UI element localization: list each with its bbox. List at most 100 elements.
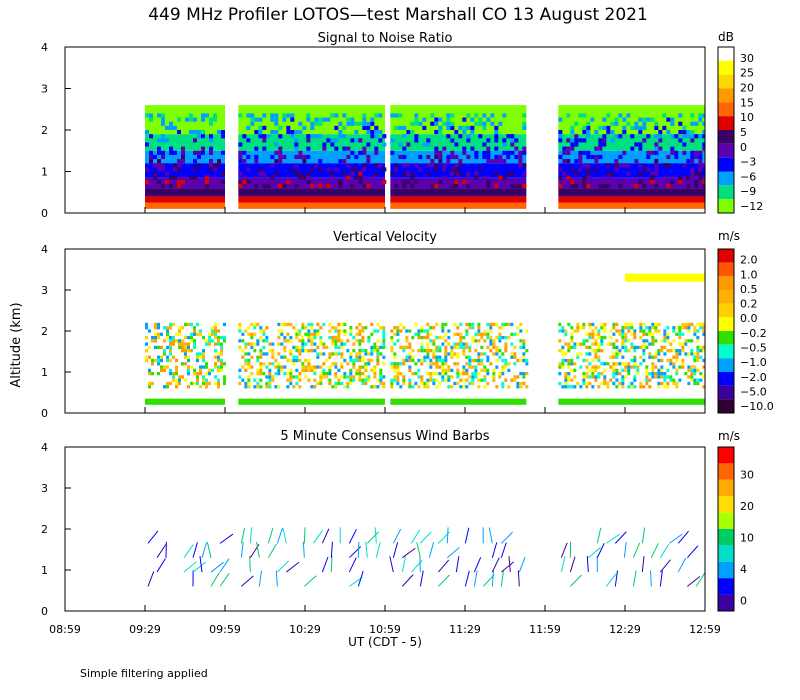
vv-cell [175, 368, 178, 372]
snr-cell [274, 171, 279, 176]
vv-cell [615, 322, 619, 327]
snr-cell [682, 163, 687, 168]
vv-cell [316, 329, 320, 333]
snr-cell [558, 183, 563, 189]
vv-cell [693, 326, 697, 330]
snr-cell [558, 130, 563, 135]
snr-cell [362, 125, 367, 130]
vv-cell [420, 378, 424, 382]
vv-cell [402, 362, 406, 366]
snr-cell [221, 150, 225, 155]
snr-cell [618, 154, 623, 160]
vv-cell [483, 339, 487, 343]
vv-cell [480, 378, 484, 382]
vv-cell [169, 352, 172, 356]
vv-cell [250, 365, 254, 369]
vv-cell [477, 378, 481, 382]
vv-cell [178, 339, 181, 343]
snr-cell [662, 125, 667, 130]
vv-cell [519, 322, 523, 327]
vv-cell [322, 352, 326, 356]
snr-cell [438, 159, 443, 164]
y-tick-label: 4 [41, 243, 48, 256]
snr-cell [582, 130, 587, 135]
vv-cell [564, 381, 568, 386]
snr-cell [366, 183, 371, 189]
snr-band [558, 196, 705, 203]
vv-cell [196, 358, 199, 363]
snr-cell [209, 146, 213, 151]
vv-cell [495, 358, 499, 363]
vv-cell [390, 329, 394, 333]
vv-cell [220, 365, 223, 369]
vv-cell [250, 372, 254, 376]
vv-cell [483, 329, 487, 333]
vv-cell [328, 335, 332, 340]
vv-cell [370, 352, 374, 356]
vv-cell [337, 352, 341, 356]
vv-cell [426, 372, 430, 376]
vv-cell [346, 381, 350, 386]
vv-cell [307, 322, 311, 327]
vv-cell [187, 342, 190, 346]
vv-cell [334, 365, 338, 369]
colorbar-swatch [718, 290, 734, 304]
snr-cell [153, 171, 157, 176]
vv-cell [390, 362, 394, 366]
snr-cell [326, 183, 331, 189]
vv-cell [184, 362, 187, 366]
vv-cell [148, 329, 151, 333]
vv-cell [411, 335, 415, 340]
vv-cell [175, 365, 178, 369]
vv-cell [268, 375, 272, 379]
snr-cell [694, 179, 699, 184]
vv-cell [465, 329, 469, 333]
snr-cell [494, 171, 499, 176]
wind-barb [586, 556, 589, 573]
snr-cell [442, 167, 447, 172]
vv-cell [672, 329, 676, 333]
vv-cell [459, 378, 463, 382]
snr-cell [430, 183, 435, 189]
vv-cell [340, 345, 344, 350]
snr-cell [670, 175, 675, 180]
snr-cell [698, 175, 703, 180]
snr-cell [466, 179, 471, 184]
snr-cell [618, 183, 623, 189]
vv-cell [618, 349, 622, 353]
vv-cell [211, 339, 214, 343]
vv-cell [223, 381, 226, 386]
vv-cell [480, 368, 484, 372]
panel-title: Vertical Velocity [333, 230, 437, 245]
snr-cell [258, 171, 263, 176]
vv-cell [292, 358, 296, 363]
wind-barb [366, 531, 379, 544]
snr-cell [181, 179, 185, 184]
snr-cell [310, 167, 315, 172]
vv-cell [477, 339, 481, 343]
vv-cell [271, 352, 275, 356]
snr-cell [378, 163, 383, 168]
vv-cell [594, 378, 598, 382]
vv-cell [468, 322, 472, 327]
vv-cell [603, 381, 607, 386]
colorbar-frame [717, 446, 735, 612]
vv-cell [624, 326, 628, 330]
snr-cell [306, 146, 311, 151]
colorbar-swatch [718, 317, 734, 331]
vv-cell [621, 332, 625, 336]
vv-cell [396, 372, 400, 376]
vv-cell [522, 352, 526, 356]
y-axis-label: Altitude (km) [9, 302, 24, 387]
snr-cell [242, 134, 247, 139]
vv-cell [693, 352, 697, 356]
vv-cell [166, 345, 169, 350]
snr-cell [374, 146, 379, 151]
vv-cell [328, 329, 332, 333]
vv-cell [379, 345, 383, 350]
vv-cell [417, 335, 421, 340]
snr-cell [502, 142, 507, 147]
snr-cell [522, 171, 527, 176]
vv-cell [600, 342, 604, 346]
vv-cell [301, 349, 305, 353]
